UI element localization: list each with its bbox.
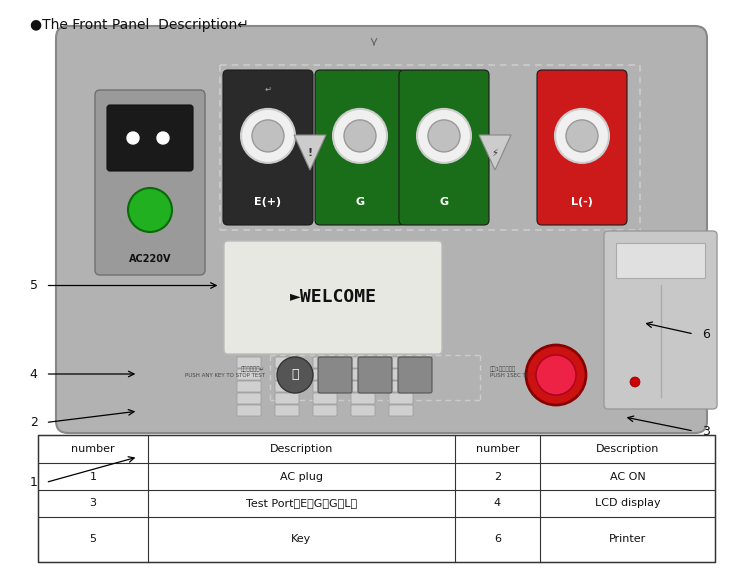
FancyBboxPatch shape (275, 405, 299, 416)
FancyBboxPatch shape (313, 381, 337, 392)
Text: 5: 5 (90, 534, 96, 545)
Text: 按住意键停正↵
PUSH ANY KEY TO STOP TEST: 按住意键停正↵ PUSH ANY KEY TO STOP TEST (185, 367, 265, 377)
Text: 6: 6 (494, 534, 501, 545)
Text: G: G (439, 197, 448, 207)
Circle shape (241, 109, 295, 163)
FancyBboxPatch shape (275, 357, 299, 368)
FancyBboxPatch shape (389, 393, 413, 404)
Text: 5: 5 (30, 279, 37, 292)
Text: Key: Key (291, 534, 311, 545)
Text: ↵: ↵ (264, 85, 271, 94)
Circle shape (277, 357, 313, 393)
FancyBboxPatch shape (389, 357, 413, 368)
Text: 按住1秒开始测试
PUSH 1SEC TO TEST: 按住1秒开始测试 PUSH 1SEC TO TEST (490, 367, 545, 377)
Text: number: number (476, 444, 519, 454)
FancyBboxPatch shape (537, 70, 627, 225)
Text: 4: 4 (30, 368, 37, 380)
Text: ⚡: ⚡ (492, 148, 498, 158)
FancyBboxPatch shape (389, 381, 413, 392)
Text: !: ! (308, 148, 312, 158)
Circle shape (555, 109, 609, 163)
FancyBboxPatch shape (313, 405, 337, 416)
Text: AC220V: AC220V (128, 254, 171, 264)
Circle shape (566, 120, 598, 152)
Circle shape (127, 132, 139, 144)
Circle shape (128, 188, 172, 232)
Bar (38, 435, 715, 562)
Circle shape (333, 109, 387, 163)
Text: 3: 3 (90, 498, 96, 509)
Circle shape (344, 120, 376, 152)
FancyBboxPatch shape (351, 357, 375, 368)
FancyBboxPatch shape (318, 357, 352, 393)
Circle shape (428, 120, 460, 152)
FancyBboxPatch shape (237, 369, 261, 380)
FancyBboxPatch shape (351, 393, 375, 404)
FancyBboxPatch shape (275, 381, 299, 392)
Text: ●The Front Panel  Description↵: ●The Front Panel Description↵ (30, 18, 249, 32)
FancyBboxPatch shape (275, 393, 299, 404)
FancyBboxPatch shape (398, 357, 432, 393)
Polygon shape (479, 135, 511, 170)
FancyBboxPatch shape (604, 231, 717, 409)
Circle shape (252, 120, 284, 152)
Text: ⏻: ⏻ (291, 368, 299, 381)
Text: Printer: Printer (609, 534, 646, 545)
FancyBboxPatch shape (351, 369, 375, 380)
Text: 1: 1 (90, 472, 96, 481)
Circle shape (526, 345, 586, 405)
FancyBboxPatch shape (237, 405, 261, 416)
Text: G: G (356, 197, 365, 207)
Text: AC plug: AC plug (280, 472, 323, 481)
FancyBboxPatch shape (313, 357, 337, 368)
FancyBboxPatch shape (95, 90, 205, 275)
Text: E(+): E(+) (255, 197, 282, 207)
Text: LCD display: LCD display (595, 498, 660, 509)
Text: ►WELCOME: ►WELCOME (290, 288, 376, 307)
FancyBboxPatch shape (237, 393, 261, 404)
FancyBboxPatch shape (224, 241, 442, 354)
Polygon shape (294, 135, 326, 170)
Text: number: number (71, 444, 115, 454)
Text: 3: 3 (702, 425, 710, 437)
FancyBboxPatch shape (313, 393, 337, 404)
Text: Description: Description (270, 444, 333, 454)
Text: L(-): L(-) (571, 197, 593, 207)
FancyBboxPatch shape (358, 357, 392, 393)
Text: AC ON: AC ON (610, 472, 645, 481)
FancyBboxPatch shape (313, 369, 337, 380)
FancyBboxPatch shape (389, 369, 413, 380)
Circle shape (536, 355, 576, 395)
FancyBboxPatch shape (275, 369, 299, 380)
Text: 2: 2 (494, 472, 501, 481)
FancyBboxPatch shape (223, 70, 313, 225)
Text: Test Port（E、G、G、L）: Test Port（E、G、G、L） (246, 498, 357, 509)
FancyBboxPatch shape (237, 381, 261, 392)
FancyBboxPatch shape (399, 70, 489, 225)
FancyBboxPatch shape (389, 405, 413, 416)
Text: Description: Description (596, 444, 659, 454)
Circle shape (630, 377, 640, 387)
FancyBboxPatch shape (107, 105, 193, 171)
Text: 4: 4 (494, 498, 501, 509)
Text: 2: 2 (30, 416, 37, 429)
FancyBboxPatch shape (315, 70, 405, 225)
FancyBboxPatch shape (351, 405, 375, 416)
Circle shape (157, 132, 169, 144)
Text: 6: 6 (702, 328, 710, 340)
Circle shape (417, 109, 471, 163)
FancyBboxPatch shape (351, 381, 375, 392)
Bar (616, 243, 705, 278)
FancyBboxPatch shape (237, 357, 261, 368)
FancyBboxPatch shape (56, 26, 707, 433)
Text: 1: 1 (30, 476, 37, 489)
